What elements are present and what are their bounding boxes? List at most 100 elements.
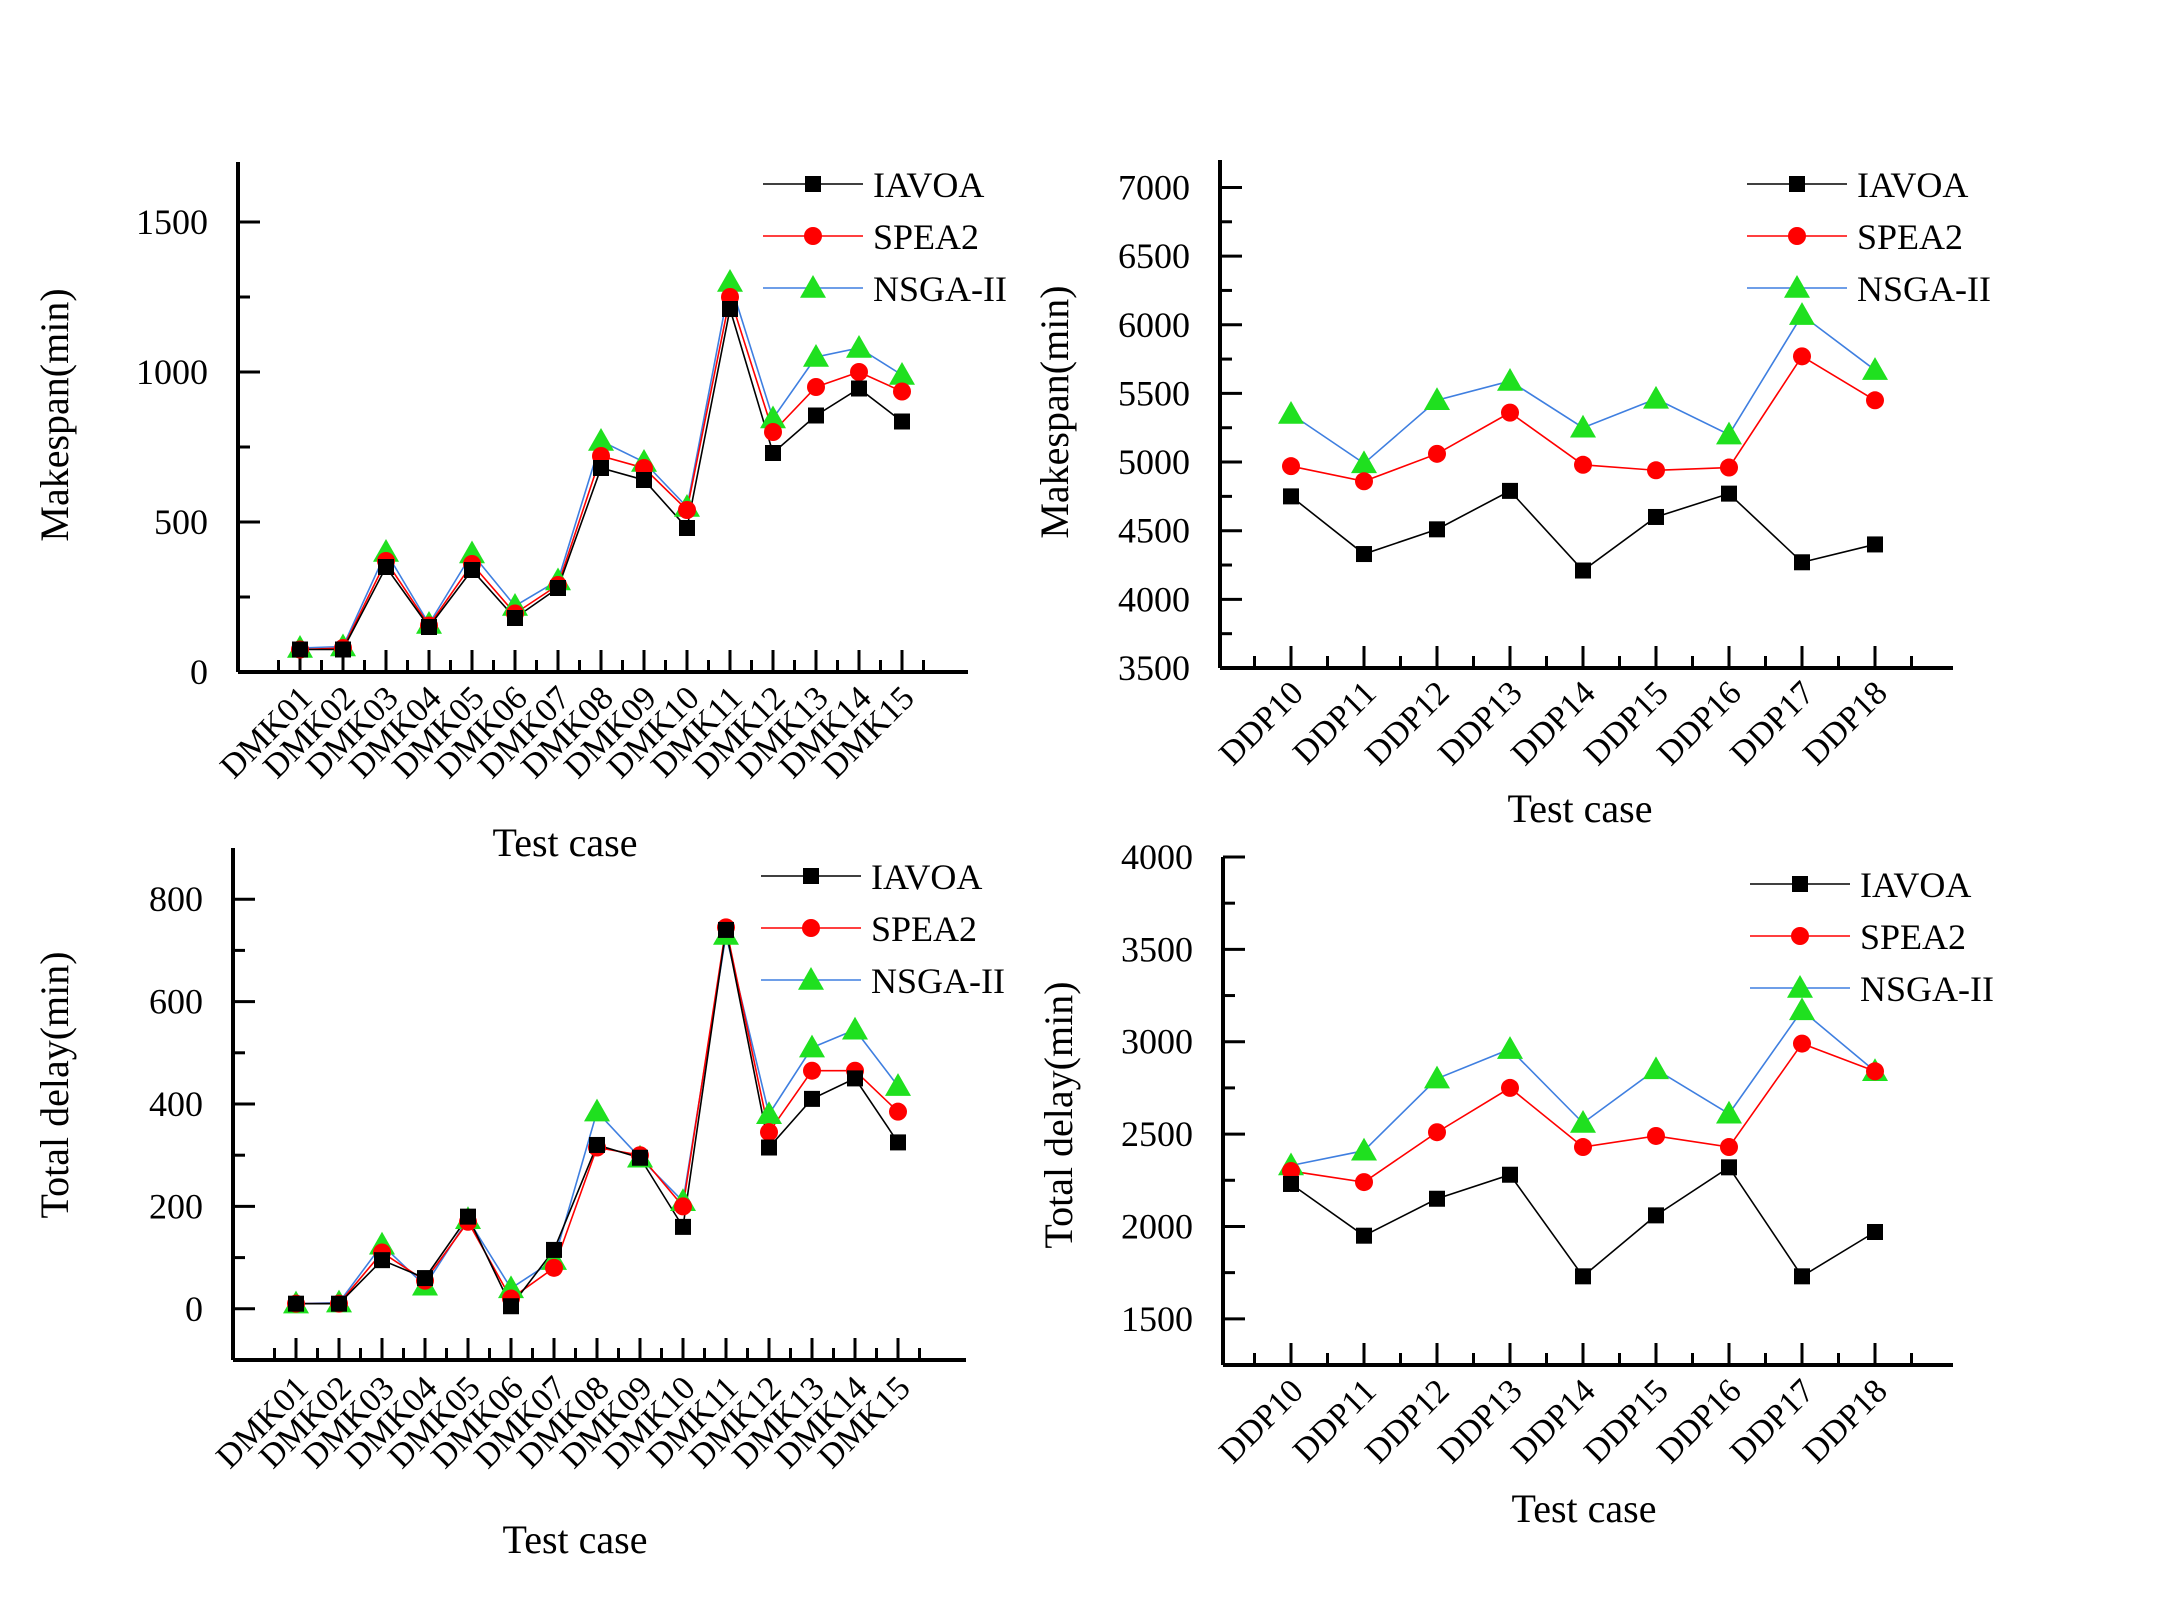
legend-marker-iavoa <box>1792 876 1808 892</box>
point-iavoa-dmk09 <box>636 472 652 488</box>
point-iavoa-dmk05 <box>464 562 480 578</box>
y-tick-label: 400 <box>149 1084 203 1124</box>
x-tick-label: DDP10 <box>1212 674 1310 772</box>
point-spea2-dmk13 <box>807 378 825 396</box>
point-iavoa-ddp11 <box>1356 546 1372 563</box>
legend-marker-nsga-ii <box>800 275 826 298</box>
point-nsga-ii-ddp11 <box>1351 1137 1377 1161</box>
legend-label-spea2: SPEA2 <box>1857 217 1963 257</box>
point-spea2-ddp18 <box>1866 1062 1884 1081</box>
point-spea2-ddp10 <box>1282 457 1300 476</box>
legend-marker-nsga-ii <box>798 967 824 990</box>
legend: IAVOA SPEA2 NSGA-II <box>761 857 1005 1001</box>
point-iavoa-dmk06 <box>507 610 523 626</box>
point-iavoa-dmk02 <box>331 1295 347 1312</box>
point-iavoa-dmk05 <box>460 1208 476 1225</box>
point-spea2-ddp10 <box>1282 1162 1300 1181</box>
point-spea2-ddp14 <box>1574 1138 1592 1157</box>
point-spea2-ddp15 <box>1647 1126 1665 1145</box>
legend: IAVOA SPEA2 NSGA-II <box>1747 165 1991 309</box>
point-nsga-ii-ddp14 <box>1570 1110 1596 1133</box>
y-axis-title: Makespan(min) <box>1032 285 1077 538</box>
point-iavoa-ddp15 <box>1648 1207 1664 1224</box>
point-iavoa-dmk02 <box>335 641 351 658</box>
point-iavoa-ddp18 <box>1867 1223 1883 1240</box>
point-nsga-ii-dmk08 <box>584 1098 610 1122</box>
point-nsga-ii-ddp12 <box>1424 1065 1450 1089</box>
point-nsga-ii-dmk13 <box>799 1034 825 1058</box>
y-tick-label: 4000 <box>1121 837 1193 877</box>
point-nsga-ii-ddp14 <box>1570 414 1596 438</box>
point-nsga-ii-ddp18 <box>1862 357 1888 380</box>
y-tick-label: 6500 <box>1118 236 1190 276</box>
point-spea2-dmk07 <box>545 1258 563 1277</box>
y-tick-label: 4500 <box>1118 511 1190 551</box>
point-spea2-dmk15 <box>889 1102 907 1121</box>
y-axis-title: Makespan(min) <box>32 288 77 541</box>
point-iavoa-ddp12 <box>1429 1190 1445 1207</box>
x-axis-title: Test case <box>1508 786 1653 831</box>
point-iavoa-dmk06 <box>503 1298 519 1315</box>
point-iavoa-dmk14 <box>847 1070 863 1087</box>
legend-label-iavoa: IAVOA <box>1860 865 1971 905</box>
y-tick-label: 1500 <box>1121 1299 1193 1339</box>
point-nsga-ii-dmk14 <box>842 1016 868 1040</box>
point-iavoa-ddp17 <box>1794 554 1810 571</box>
point-iavoa-dmk14 <box>851 380 867 397</box>
point-spea2-ddp12 <box>1428 1123 1446 1142</box>
point-nsga-ii-ddp13 <box>1497 1036 1523 1059</box>
chart-makespan-dmk: 050010001500DMK01DMK02DMK03DMK04DMK05DMK… <box>32 162 1007 865</box>
point-iavoa-ddp10 <box>1283 488 1299 505</box>
point-nsga-ii-dmk11 <box>717 269 743 292</box>
y-tick-label: 800 <box>149 879 203 919</box>
legend-marker-spea2 <box>1791 927 1809 945</box>
point-nsga-ii-ddp11 <box>1351 450 1377 474</box>
point-spea2-dmk12 <box>760 1123 778 1142</box>
point-iavoa-ddp18 <box>1867 536 1883 553</box>
x-axis-title: Test case <box>493 820 638 865</box>
y-tick-label: 500 <box>154 502 208 542</box>
point-spea2-dmk15 <box>893 382 911 401</box>
x-tick-label: DDP18 <box>1796 674 1894 772</box>
point-spea2-ddp18 <box>1866 391 1884 410</box>
y-tick-label: 5000 <box>1118 442 1190 482</box>
series-line-iavoa <box>1290 1166 1876 1278</box>
point-spea2-ddp13 <box>1501 403 1519 422</box>
point-spea2-ddp11 <box>1355 1173 1373 1192</box>
point-nsga-ii-ddp10 <box>1278 401 1304 424</box>
y-tick-label: 1000 <box>136 352 208 392</box>
legend-marker-nsga-ii <box>1787 975 1813 998</box>
legend-marker-spea2 <box>804 227 822 245</box>
point-spea2-ddp13 <box>1501 1078 1519 1097</box>
series-line-iavoa <box>1290 489 1876 572</box>
point-nsga-ii-ddp13 <box>1497 368 1523 391</box>
point-iavoa-dmk03 <box>378 559 394 575</box>
legend-marker-iavoa <box>1789 176 1805 192</box>
point-iavoa-ddp15 <box>1648 508 1664 525</box>
point-spea2-dmk14 <box>850 363 868 381</box>
point-iavoa-dmk12 <box>761 1139 777 1156</box>
y-tick-label: 2000 <box>1121 1206 1193 1246</box>
point-iavoa-dmk04 <box>421 619 437 635</box>
point-iavoa-dmk10 <box>679 520 695 536</box>
point-iavoa-dmk12 <box>765 445 781 461</box>
legend: IAVOA SPEA2 NSGA-II <box>763 165 1007 309</box>
point-iavoa-dmk01 <box>288 1295 304 1312</box>
y-tick-label: 4000 <box>1118 579 1190 619</box>
point-spea2-ddp16 <box>1720 458 1738 477</box>
point-iavoa-ddp13 <box>1502 482 1518 499</box>
y-tick-label: 0 <box>185 1289 203 1329</box>
point-iavoa-ddp16 <box>1721 1159 1737 1176</box>
legend-label-iavoa: IAVOA <box>1857 165 1968 205</box>
point-spea2-ddp16 <box>1720 1138 1738 1157</box>
point-nsga-ii-dmk14 <box>846 335 872 358</box>
y-axis-title: Total delay(min) <box>1036 981 1081 1248</box>
legend-label-nsga-ii: NSGA-II <box>873 269 1007 309</box>
y-tick-label: 1500 <box>136 202 208 242</box>
point-nsga-ii-dmk12 <box>760 405 786 429</box>
chart-delay-ddp: 150020002500300035004000DDP10DDP11DDP12D… <box>1036 837 1994 1531</box>
point-iavoa-ddp10 <box>1283 1175 1299 1192</box>
point-iavoa-ddp13 <box>1502 1166 1518 1183</box>
x-axis-title: Test case <box>503 1517 648 1562</box>
